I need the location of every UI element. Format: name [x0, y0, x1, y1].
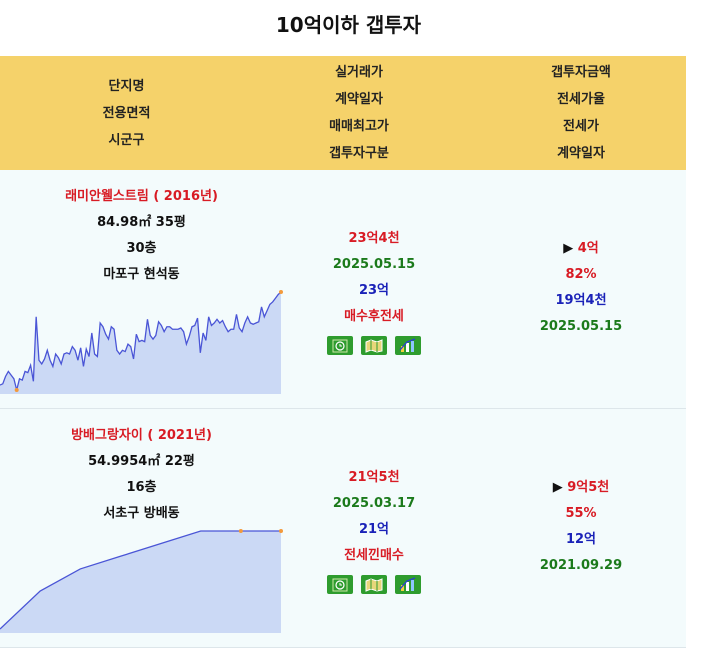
complex-name[interactable]: 방배그랑자이 ( 2021년) [71, 428, 212, 443]
table-row[interactable]: 방배그랑자이 ( 2021년) 54.9954㎡ 22평 16층 서초구 방배동… [0, 409, 697, 648]
gap-type: 매수후전세 [344, 309, 404, 324]
header-col-trade: 실거래가 계약일자 매매최고가 갭투자구분 [253, 56, 465, 170]
chart-icon[interactable] [395, 336, 421, 355]
sparkline-line [0, 530, 281, 630]
jeonse-ratio: 82% [565, 267, 597, 282]
header-label: 시군구 [108, 132, 145, 148]
table-header: 단지명 전용면적 시군구 실거래가 계약일자 매매최고가 갭투자구분 갭투자금액… [0, 56, 697, 170]
gap-amount: ▶ 9억5천 [552, 480, 610, 495]
location: 서초구 방배동 [103, 506, 180, 521]
header-label: 계약일자 [557, 146, 605, 161]
max-price: 23억 [358, 283, 390, 298]
header-label: 단지명 [108, 78, 145, 94]
sparkline-line [0, 291, 282, 391]
jeonse-price: 19억4천 [555, 293, 607, 308]
clock-icon[interactable] [327, 336, 353, 355]
sparkline-area [0, 292, 281, 394]
sparkline-point [238, 529, 243, 533]
jeonse-date: 2021.09.29 [539, 558, 623, 573]
jeonse-date: 2025.05.15 [539, 319, 623, 334]
gap-amount: ▶ 4억 [563, 241, 599, 256]
sparkline-point [279, 290, 283, 294]
scrollbar[interactable] [686, 56, 697, 650]
header-label: 전용면적 [102, 105, 151, 121]
chart-icon[interactable] [395, 575, 421, 594]
header-label: 갭투자구분 [329, 146, 389, 161]
sparkline-point [279, 529, 283, 533]
sparkline-area [0, 531, 281, 633]
location: 마포구 현석동 [103, 267, 180, 282]
jeonse-price: 12억 [565, 532, 597, 547]
trade-price: 23억4천 [348, 231, 400, 246]
price-sparkline [0, 529, 283, 633]
floor: 16층 [126, 480, 157, 495]
header-label: 전세가율 [557, 92, 605, 107]
complex-cell: 방배그랑자이 ( 2021년) 54.9954㎡ 22평 16층 서초구 방배동 [0, 409, 283, 647]
trade-price: 21억5천 [348, 470, 400, 485]
floor: 30층 [126, 241, 157, 256]
header-label: 갭투자금액 [551, 65, 611, 80]
price-sparkline [0, 290, 283, 394]
area: 54.9954㎡ 22평 [88, 454, 195, 469]
gap-type: 전세낀매수 [344, 548, 404, 563]
clock-icon[interactable] [327, 575, 353, 594]
header-label: 계약일자 [335, 92, 383, 107]
header-label: 전세가 [563, 119, 599, 134]
header-col-complex: 단지명 전용면적 시군구 [0, 56, 253, 170]
contract-date: 2025.03.17 [332, 496, 416, 511]
map-icon[interactable] [361, 575, 387, 594]
header-label: 매매최고가 [329, 119, 389, 134]
table-row[interactable]: 래미안웰스트림 ( 2016년) 84.98㎡ 35평 30층 마포구 현석동 … [0, 170, 697, 409]
header-col-gap: 갭투자금액 전세가율 전세가 계약일자 [465, 56, 697, 170]
complex-name[interactable]: 래미안웰스트림 ( 2016년) [65, 189, 218, 204]
max-price: 21억 [358, 522, 390, 537]
contract-date: 2025.05.15 [332, 257, 416, 272]
complex-cell: 래미안웰스트림 ( 2016년) 84.98㎡ 35평 30층 마포구 현석동 [0, 170, 283, 408]
jeonse-ratio: 55% [565, 506, 597, 521]
area: 84.98㎡ 35평 [97, 215, 186, 230]
page-title: 10억이하 갭투자 [275, 13, 422, 37]
header-label: 실거래가 [335, 65, 383, 80]
map-icon[interactable] [361, 336, 387, 355]
sparkline-point [14, 388, 19, 392]
